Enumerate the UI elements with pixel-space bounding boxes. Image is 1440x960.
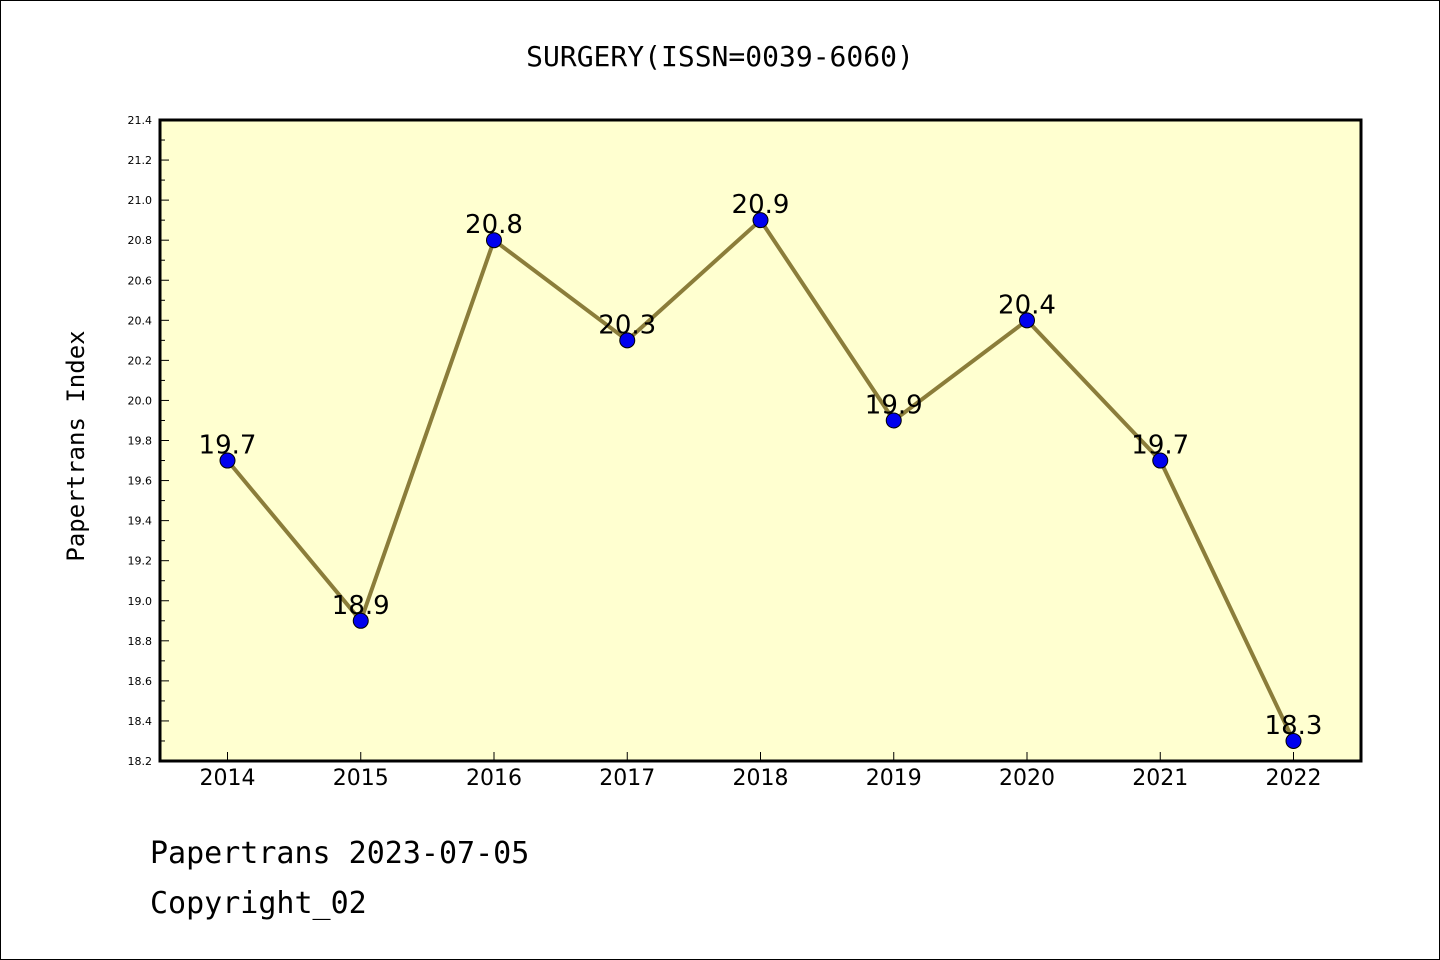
data-point — [486, 232, 502, 249]
x-tick-label: 2014 — [200, 766, 256, 791]
footer-copyright-line: Copyright_02 — [150, 886, 367, 921]
x-tick-label: 2016 — [466, 766, 522, 791]
y-axis-label: Papertrans Index — [62, 330, 90, 561]
data-point — [1285, 732, 1302, 749]
data-label: 19.7 — [1131, 431, 1189, 461]
data-label: 18.3 — [1265, 711, 1323, 741]
x-tick-label: 2015 — [333, 766, 389, 791]
plot-border — [158, 118, 1363, 763]
data-labels: 19.7 18.9 20.8 20.3 20.9 19.9 20.4 19.7 18.3 — [199, 190, 1323, 741]
y-tick-label: 18.8 — [128, 635, 153, 648]
y-tick-label: 20.0 — [128, 394, 153, 407]
y-tick-label: 19.0 — [128, 595, 153, 608]
y-tick-label: 19.4 — [128, 515, 153, 528]
y-tick-label: 20.4 — [128, 314, 153, 327]
footer-date-line: Papertrans 2023-07-05 — [150, 836, 530, 871]
data-point — [619, 332, 636, 349]
y-tick-label: 20.8 — [128, 234, 153, 247]
y-tick-label: 21.2 — [128, 154, 153, 167]
x-axis-ticks: 2014 2015 2016 2017 2018 2019 2020 2021 2022 — [200, 752, 1322, 791]
y-axis-ticks: 18.2 18.4 18.6 18.8 19.0 19.2 19.4 19.6 19.8 20.0… — [128, 114, 169, 768]
y-tick-label: 18.4 — [128, 715, 153, 728]
x-tick-label: 2021 — [1132, 766, 1188, 791]
data-label: 19.7 — [199, 431, 257, 461]
data-label: 19.9 — [865, 390, 923, 420]
data-label: 18.9 — [332, 591, 390, 621]
x-tick-label: 2022 — [1266, 766, 1322, 791]
data-label: 20.8 — [465, 210, 523, 240]
data-point — [352, 612, 369, 629]
x-tick-label: 2017 — [599, 766, 655, 791]
data-points — [219, 212, 1302, 749]
data-point — [885, 412, 902, 429]
data-point — [219, 452, 236, 469]
data-point — [1019, 312, 1035, 329]
data-label: 20.9 — [732, 190, 790, 220]
y-tick-label: 19.6 — [128, 475, 153, 488]
y-tick-label: 21.0 — [128, 194, 153, 207]
y-tick-label: 18.2 — [128, 755, 153, 768]
chart-title: SURGERY(ISSN=0039-6060) — [526, 40, 914, 73]
y-tick-label: 19.8 — [128, 435, 153, 448]
data-label: 20.3 — [598, 310, 656, 340]
data-point — [752, 212, 769, 229]
y-tick-label: 19.2 — [128, 555, 153, 568]
y-tick-label: 20.6 — [128, 274, 153, 287]
x-tick-label: 2020 — [999, 766, 1055, 791]
y-tick-label: 18.6 — [128, 675, 153, 688]
y-tick-label: 20.2 — [128, 354, 153, 367]
y-tick-label: 21.4 — [128, 114, 153, 127]
x-tick-label: 2018 — [733, 766, 789, 791]
data-point — [1152, 452, 1169, 469]
data-label: 20.4 — [998, 290, 1056, 320]
x-tick-label: 2019 — [866, 766, 922, 791]
